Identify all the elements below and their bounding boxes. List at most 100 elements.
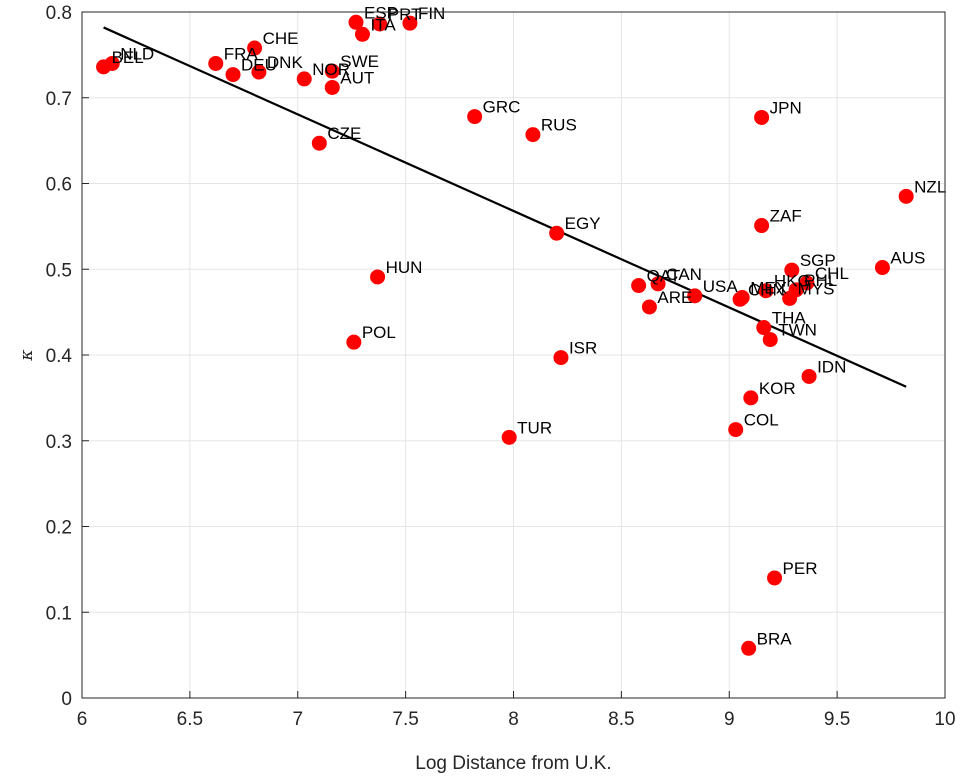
data-point-prt [372,16,388,32]
point-label-phl: PHL [804,271,837,290]
fit-line [103,26,907,388]
data-point-pol [346,334,362,350]
y-tick-label: 0.1 [46,603,72,624]
data-point-rus [525,127,541,143]
point-label-rus: RUS [541,116,577,135]
y-tick-label: 0.8 [46,3,72,24]
point-label-ita: ITA [370,15,396,34]
point-label-che: CHE [263,29,299,48]
point-label-tur: TUR [517,418,552,437]
data-point-qat [631,278,647,294]
data-point-egy [549,225,565,241]
point-label-isr: ISR [569,339,597,358]
point-label-chl: CHL [815,264,849,283]
point-label-are: ARE [657,288,692,307]
point-label-mex: MEX [750,279,787,298]
x-tick-label: 10 [934,709,955,730]
data-point-idn [801,368,817,384]
data-point-per [767,570,783,586]
data-point-chl [799,275,815,291]
data-point-twn [762,332,778,348]
point-label-grc: GRC [483,98,521,117]
data-point-deu [225,67,241,83]
data-point-nzl [898,188,914,204]
data-point-usa [687,288,703,304]
y-tick-label: 0.6 [46,175,72,196]
x-tick-label: 9 [724,709,735,730]
points-group [96,14,914,656]
data-point-tha [756,320,772,336]
data-point-sgp [784,262,800,278]
point-label-twn: TWN [778,321,817,340]
y-tick-label: 0.7 [46,89,72,110]
y-tick-label: 0.3 [46,432,72,453]
point-label-cze: CZE [327,124,361,143]
point-label-qat: QAT [647,267,681,286]
point-label-per: PER [783,559,818,578]
x-tick-label: 9.5 [824,709,850,730]
point-label-prt: PRT [388,5,422,24]
x-axis-label: Log Distance from U.K. [415,753,611,774]
x-tick-label: 8 [508,709,519,730]
data-point-tur [501,429,517,445]
data-point-isr [553,350,569,366]
data-point-dnk [251,64,267,80]
x-tick-label: 8.5 [608,709,634,730]
point-label-jpn: JPN [770,98,802,117]
x-tick-label: 6 [77,709,88,730]
point-label-hun: HUN [386,258,423,277]
data-point-cze [311,135,327,151]
point-label-aus: AUS [890,249,925,268]
point-label-col: COL [744,411,779,430]
data-point-mex [734,290,750,306]
point-label-can: CAN [666,265,702,284]
y-tick-label: 0.2 [46,518,72,539]
point-label-nor: NOR [312,60,350,79]
point-label-egy: EGY [565,214,601,233]
x-tick-label: 6.5 [177,709,203,730]
point-label-fin: FIN [418,4,445,23]
point-label-usa: USA [703,277,739,296]
fit-line-group [103,26,907,388]
y-tick-label: 0.4 [46,346,73,367]
point-label-deu: DEU [241,56,277,75]
data-point-aus [874,260,890,276]
point-label-idn: IDN [817,357,846,376]
data-point-zaf [754,218,770,234]
y-tick-label: 0 [61,689,72,710]
point-label-swe: SWE [340,52,379,71]
point-label-aut: AUT [340,68,374,87]
data-point-ita [354,26,370,42]
data-point-bra [741,640,757,656]
data-point-phl [788,282,804,298]
data-point-jpn [754,109,770,125]
point-label-nld: NLD [120,44,154,63]
data-point-fin [402,15,418,31]
data-point-nor [296,71,312,87]
data-point-che [247,40,263,56]
axes-box [81,11,946,699]
point-label-zaf: ZAF [770,207,802,226]
data-point-grc [467,109,483,125]
data-point-fra [208,55,224,71]
data-point-esp [348,14,364,30]
x-tick-label: 7 [292,709,303,730]
point-label-fra: FRA [224,44,259,63]
data-point-hun [370,269,386,285]
data-point-nld [104,55,120,71]
point-label-sgp: SGP [800,251,836,270]
point-label-nzl: NZL [914,177,946,196]
axes [81,11,946,699]
y-axis-label: κ [17,349,37,361]
y-tick-label: 0.5 [46,260,72,281]
point-label-mys: MYS [798,279,835,298]
data-point-hkg [758,283,774,299]
data-point-are [641,299,657,315]
point-label-hkg: HKG [774,272,811,291]
x-tick-label: 7.5 [392,709,418,730]
data-point-swe [324,63,340,79]
data-point-can [650,276,666,292]
data-point-aut [324,79,340,95]
